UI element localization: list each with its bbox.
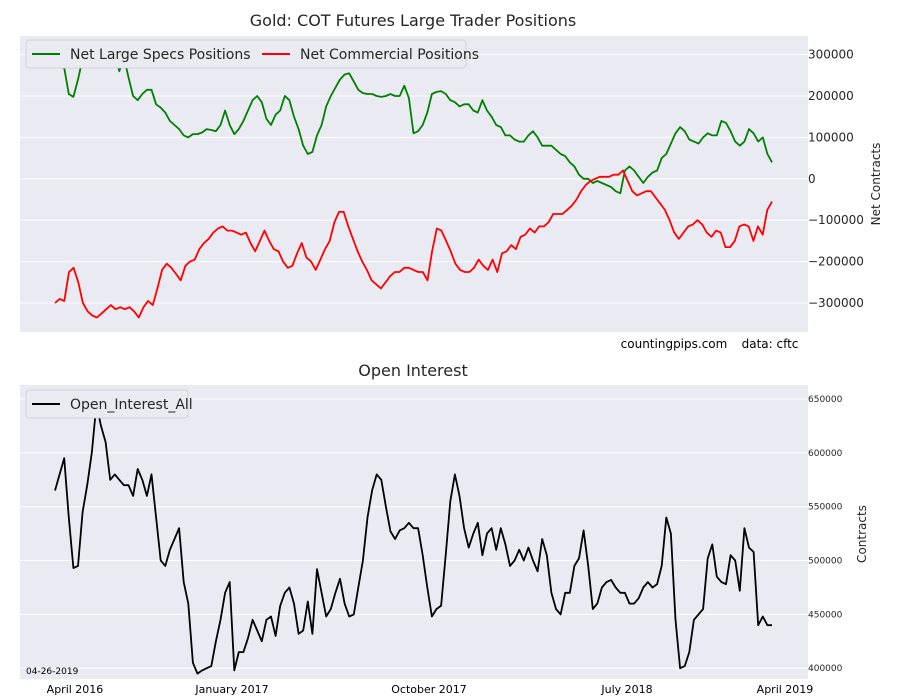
bottom-gridlines (20, 398, 808, 669)
top-y-tick-label: 200000 (808, 89, 854, 103)
x-tick-label: January 2017 (194, 683, 268, 696)
source-credit: countingpips.com (621, 337, 728, 351)
bottom-y-tick-labels: 400000 450000 500000 550000 600000 650000 (808, 395, 843, 674)
bottom-legend: Open_Interest_All (25, 389, 193, 419)
bottom-plot-area (20, 385, 808, 679)
legend-label-commercial: Net Commercial Positions (300, 47, 479, 63)
top-plot-area (20, 36, 808, 332)
legend-label-specs: Net Large Specs Positions (70, 47, 251, 63)
data-credit: data: cftc (742, 337, 799, 351)
top-y-tick-label: −300000 (808, 296, 864, 310)
bottom-y-tick-label: 450000 (808, 610, 843, 620)
x-tick-label: October 2017 (391, 683, 467, 696)
top-chart-title: Gold: COT Futures Large Trader Positions (250, 11, 576, 30)
top-series-lines (54, 48, 773, 319)
bottom-y-tick-label: 650000 (808, 395, 843, 405)
x-tick-label: April 2016 (47, 683, 104, 696)
date-stamp: 04-26-2019 (26, 667, 79, 677)
top-y-tick-label: 0 (808, 172, 816, 186)
top-y-tick-label: 100000 (808, 130, 854, 144)
top-y-tick-label: −200000 (808, 255, 864, 269)
top-series-line-1 (54, 169, 773, 319)
x-tick-labels: April 2016 January 2017 October 2017 July 2… (47, 683, 814, 696)
bottom-series-lines (54, 403, 772, 675)
top-y-tick-label: −100000 (808, 213, 864, 227)
bottom-y-axis-label: Contracts (855, 505, 869, 563)
top-y-tick-labels: −300000 −200000 −100000 0 100000 200000 300000 (808, 48, 864, 310)
bottom-y-tick-label: 600000 (808, 449, 843, 459)
bottom-series-line-0 (54, 403, 772, 675)
bottom-y-tick-label: 550000 (808, 503, 843, 513)
top-y-axis-label: Net Contracts (869, 143, 883, 226)
bottom-chart-title: Open Interest (358, 361, 467, 380)
legend-label-open-interest: Open_Interest_All (70, 397, 193, 413)
bottom-y-tick-label: 400000 (808, 664, 843, 674)
top-y-tick-label: 300000 (808, 48, 854, 62)
x-tick-label: April 2019 (757, 683, 814, 696)
top-series-line-0 (54, 48, 773, 195)
bottom-y-tick-label: 500000 (808, 557, 843, 567)
top-legend: Net Large Specs Positions Net Commercial… (25, 39, 479, 69)
x-tick-label: July 2018 (600, 683, 652, 696)
